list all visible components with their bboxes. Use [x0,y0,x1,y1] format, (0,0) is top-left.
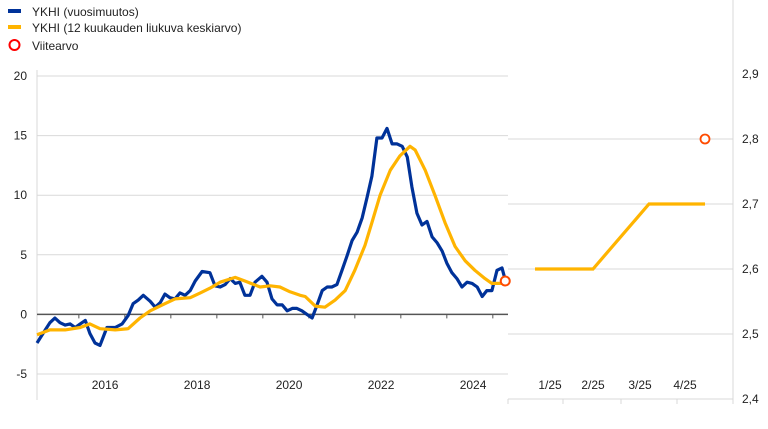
y-tick-label: 15 [14,129,28,143]
series-line-moving-average [36,144,506,337]
x-tick-label: 2016 [92,378,119,392]
y-tick-label: 20 [14,69,28,83]
legend: YKHI (vuosimuutos) YKHI (12 kuukauden li… [8,5,241,53]
series-line-yoy [35,126,507,347]
y-tick-label-right: 2,7 [742,197,759,211]
legend-label-reference: Viitearvo [32,39,79,53]
category-label: 1/25 [538,378,562,392]
legend-label-yoy: YKHI (vuosimuutos) [32,5,139,19]
reference-value-point [699,133,711,145]
category-label: 2/25 [581,378,605,392]
legend-swatch-yoy [8,9,21,13]
category-label: 4/25 [673,378,697,392]
legend-swatch-avg [8,25,21,29]
category-label: 3/25 [628,378,652,392]
reference-value-point [499,275,511,287]
y-tick-label-right: 2,4 [742,392,759,406]
series-line-moving-average-forecast [535,202,705,271]
left-panel: -5 0 5 10 15 20 2016 2018 2020 2022 2024 [14,69,511,400]
x-tick-label: 2024 [460,378,487,392]
y-tick-label-right: 2,5 [742,327,759,341]
x-tick-label: 2022 [368,378,395,392]
x-tick-label: 2018 [184,378,211,392]
y-tick-label: 0 [20,307,27,321]
y-tick-label-right: 2,6 [742,262,759,276]
y-tick-label: 5 [20,248,27,262]
y-tick-label: 10 [14,188,28,202]
x-tick-label: 2020 [276,378,303,392]
y-tick-label: -5 [16,367,27,381]
right-panel: 2,4 2,5 2,6 2,7 2,8 2,9 1/25 2/25 3/25 4/25 [507,0,759,406]
y-tick-label-right: 2,8 [742,132,759,146]
legend-label-avg: YKHI (12 kuukauden liukuva keskiarvo) [32,21,241,35]
y-tick-label-right: 2,9 [742,67,759,81]
legend-marker-reference [8,39,21,51]
